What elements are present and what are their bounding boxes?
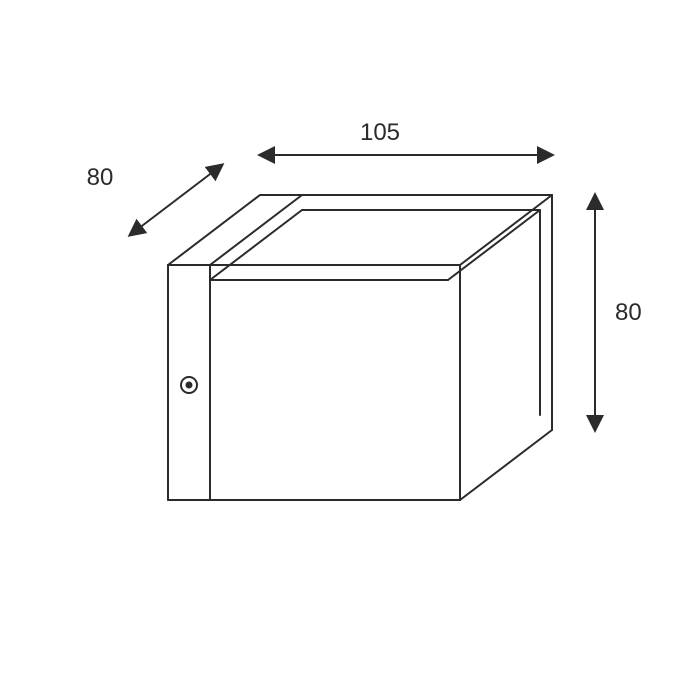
dim-height-label: 80 xyxy=(615,299,642,326)
dim-depth-label: 80 xyxy=(87,164,114,191)
dim-depth-line xyxy=(130,165,222,235)
dimension-lines: 105 80 80 xyxy=(87,119,642,430)
technical-drawing: 105 80 80 xyxy=(0,0,700,700)
dim-width-label: 105 xyxy=(360,119,400,146)
box-shape xyxy=(168,195,552,500)
